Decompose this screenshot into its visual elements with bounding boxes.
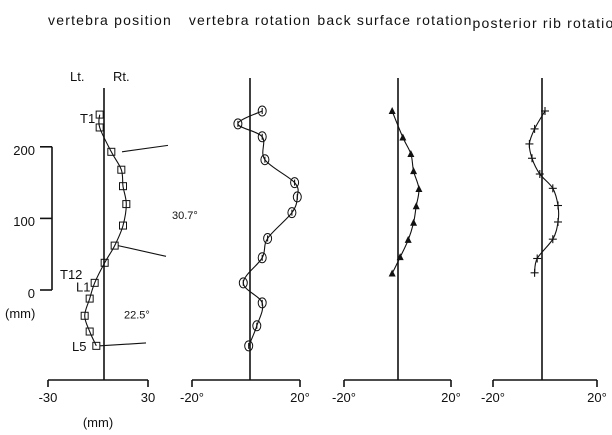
p2-data-point (257, 131, 267, 143)
p2-data-point (263, 232, 273, 244)
p2-data-point (292, 191, 302, 203)
p4-fitted-curve (528, 110, 560, 273)
p3-data-point (410, 167, 418, 175)
panel4-title: posterior rib rotation (473, 15, 612, 31)
p1-data-point (85, 294, 94, 303)
p1-data-point (90, 278, 99, 287)
p1-data-point (107, 147, 116, 156)
p1-data-point (80, 311, 89, 320)
p4-x-tick-pos20: 20° (587, 390, 607, 405)
p2-fitted-curve (237, 110, 299, 347)
p2-data-point (252, 320, 262, 332)
p1-data-point (117, 165, 126, 174)
cobb-angle-lower: 22.5° (124, 309, 150, 321)
p3-data-point (415, 185, 423, 193)
p2-data-point (257, 297, 267, 309)
p4-x-tick-neg20: -20° (481, 390, 505, 405)
end-vertebra-line-lower (99, 342, 147, 347)
y-tick-200: 200 (13, 143, 35, 158)
p1-fitted-curve (84, 114, 127, 347)
p1-data-point (122, 200, 131, 209)
p3-data-point (399, 133, 407, 141)
y-tick-0: 0 (28, 286, 35, 301)
p3-data-point (407, 149, 415, 157)
p1-data-point (100, 258, 109, 267)
p3-x-tick-neg20: -20° (332, 390, 356, 405)
p3-data-point (388, 269, 396, 277)
p2-data-point (287, 207, 297, 219)
x-unit-label: (mm) (83, 415, 113, 430)
level-label: L5 (72, 339, 86, 354)
level-label: T1 (80, 111, 95, 126)
end-vertebra-line-upper (121, 144, 169, 153)
p3-data-point (396, 253, 404, 261)
p3-data-point (410, 218, 418, 226)
p2-data-point (257, 252, 267, 264)
panel2-title: vertebra rotation (189, 12, 311, 28)
x-tick-pos30: 30 (141, 390, 155, 405)
panel3-title: back surface rotation (317, 12, 472, 28)
y-unit-label: (mm) (5, 306, 35, 321)
y-tick-100: 100 (13, 214, 35, 229)
p3-data-point (388, 107, 396, 114)
p2-data-point (244, 340, 254, 352)
cobb-angle-upper: 30.7° (172, 210, 198, 222)
end-vertebra-line-middle (117, 245, 167, 257)
p1-data-point (92, 341, 101, 350)
p2-data-point (238, 277, 248, 289)
p3-fitted-curve (391, 110, 420, 274)
p1-data-point (95, 110, 104, 119)
p1-data-point (119, 182, 127, 191)
p1-data-point (95, 123, 104, 132)
p1-data-point (119, 221, 127, 230)
p2-x-tick-neg20: -20° (180, 390, 204, 405)
side-label-right: Rt. (113, 69, 130, 84)
p2-x-tick-pos20: 20° (290, 390, 310, 405)
panel1-title: vertebra position (48, 12, 172, 28)
p2-data-point (257, 105, 267, 117)
p3-data-point (404, 235, 412, 243)
level-label: L1 (76, 279, 90, 294)
p1-data-point (85, 327, 94, 336)
p3-data-point (412, 202, 420, 210)
p2-data-point (290, 177, 300, 189)
p2-data-point (233, 118, 243, 130)
x-tick-neg30: -30 (39, 390, 58, 405)
side-label-left: Lt. (70, 69, 84, 84)
level-label: T12 (60, 267, 82, 282)
p2-data-point (260, 154, 270, 166)
p3-x-tick-pos20: 20° (441, 390, 461, 405)
